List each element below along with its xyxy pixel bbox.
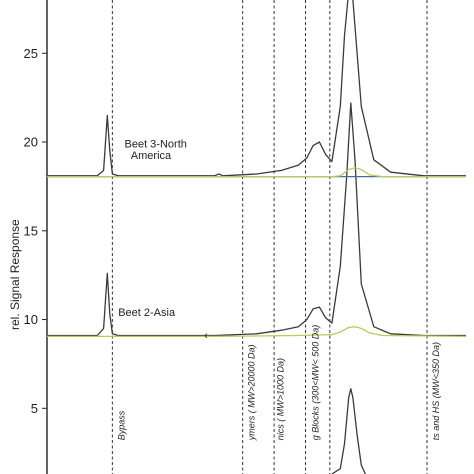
- series-line: [47, 0, 466, 177]
- y-tick-label: 15: [24, 223, 38, 238]
- y-tick-label: 5: [31, 401, 38, 416]
- series-line: [47, 102, 466, 337]
- y-tick-label: 10: [24, 312, 38, 327]
- chart-annotation: ‹: [204, 330, 208, 342]
- fraction-band-label: Bypass: [117, 410, 127, 440]
- series-label: Beet 3-North: [125, 138, 187, 150]
- fraction-band-label: nics ( MW>1000 Da): [276, 358, 286, 440]
- series-group: [47, 0, 467, 474]
- axes: 5 10 15 20 25: [24, 0, 48, 474]
- fraction-bands: [111, 0, 428, 474]
- series-line: [47, 326, 467, 338]
- series-line: [47, 167, 466, 178]
- fraction-band-label: g Blocks (300<MW< 500 Da): [311, 325, 321, 441]
- fraction-band-label: ymers ( MW>20000 Da): [246, 344, 256, 441]
- series-label: Beet 2-Asia: [118, 307, 176, 319]
- y-axis-label: rel. Signal Response: [8, 219, 22, 330]
- y-tick-label: 20: [24, 135, 38, 150]
- series-line: [331, 388, 366, 474]
- fraction-band-label: ts and HS (MW<350 Da): [431, 342, 441, 440]
- y-tick-label: 25: [24, 46, 38, 61]
- series-label: America: [131, 150, 172, 162]
